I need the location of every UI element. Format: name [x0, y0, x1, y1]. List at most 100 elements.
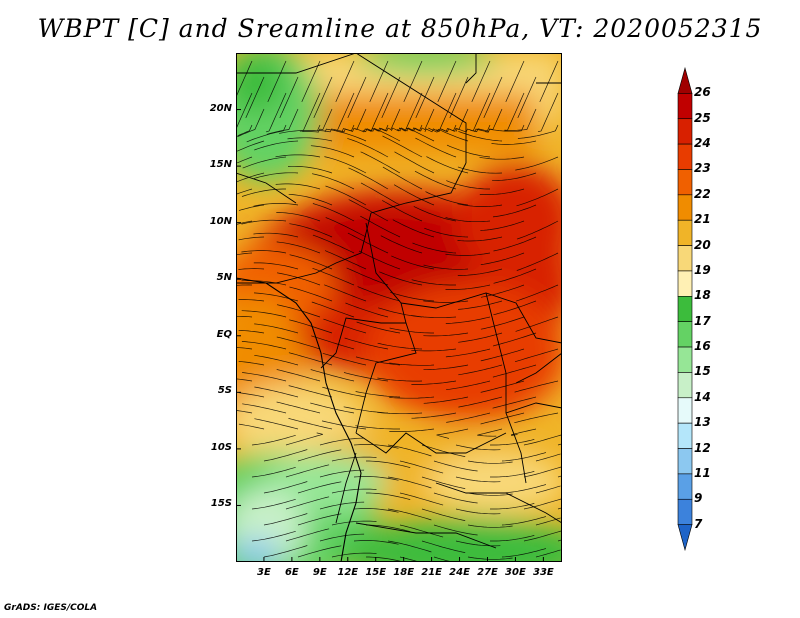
streamline — [411, 315, 457, 319]
colorbar-swatch — [677, 448, 693, 475]
streamline — [412, 242, 457, 254]
streamline — [241, 341, 287, 350]
streamline — [313, 76, 333, 119]
streamline — [413, 206, 457, 222]
streamline — [311, 335, 355, 350]
streamline — [356, 321, 401, 334]
streamline — [421, 540, 466, 553]
streamline — [517, 124, 559, 139]
streamline — [399, 492, 444, 506]
streamline — [458, 300, 503, 310]
streamline — [403, 60, 423, 103]
streamline — [335, 60, 355, 103]
streamline — [331, 488, 377, 494]
streamline — [379, 271, 423, 286]
streamline — [433, 556, 450, 562]
streamline — [415, 76, 435, 119]
streamline — [266, 108, 299, 135]
streamline — [297, 481, 342, 494]
streamline — [445, 252, 491, 256]
streamline — [490, 535, 535, 542]
streamline — [319, 469, 365, 478]
streamline — [355, 356, 401, 366]
streamline — [485, 124, 525, 133]
streamline — [516, 220, 559, 240]
streamline — [288, 385, 333, 398]
streamline — [458, 364, 503, 376]
streamline — [285, 432, 323, 446]
colorbar-swatch — [677, 270, 693, 297]
streamline — [515, 156, 559, 171]
streamline — [387, 508, 432, 521]
streamline — [347, 76, 367, 119]
streamline — [446, 180, 490, 190]
streamline — [251, 434, 296, 446]
streamline — [236, 315, 253, 318]
lat-label: EQ — [216, 328, 232, 340]
lon-label: 21E — [421, 567, 442, 578]
colorbar-level-label: 15 — [694, 364, 711, 379]
map-canvas — [236, 53, 562, 562]
streamline — [415, 137, 457, 158]
streamline — [276, 369, 321, 382]
streamline — [353, 444, 399, 449]
streamline — [345, 302, 389, 318]
streamline — [253, 172, 299, 179]
streamline — [323, 318, 367, 334]
streamline — [237, 124, 253, 137]
streamline — [516, 284, 559, 302]
streamline — [344, 337, 389, 350]
streamline — [425, 191, 469, 206]
streamline — [479, 156, 525, 160]
streamline — [402, 92, 423, 132]
colorbar-swatch — [677, 66, 693, 94]
streamline — [392, 219, 435, 238]
streamline — [399, 460, 444, 474]
lon-label: 12E — [337, 567, 359, 578]
lon-label: 24E — [449, 567, 470, 578]
axis-ticks — [236, 109, 544, 562]
streamline — [514, 412, 559, 424]
streamline — [387, 444, 432, 457]
streamline — [288, 418, 333, 430]
streamline — [253, 262, 299, 270]
streamline — [393, 184, 435, 206]
streamline — [353, 540, 399, 545]
streamline — [242, 403, 287, 414]
streamline — [382, 135, 423, 158]
streamline — [557, 539, 562, 542]
streamline — [263, 513, 308, 526]
streamline — [236, 252, 253, 256]
streamline — [236, 92, 253, 129]
streamline — [241, 310, 287, 318]
streamline — [275, 183, 321, 190]
streamline — [501, 548, 546, 558]
streamline — [310, 402, 355, 414]
streamline — [238, 423, 265, 430]
streamline — [279, 76, 299, 119]
streamline — [423, 300, 469, 303]
longitude-labels: 3E 6E 9E 12E 15E 18E 21E 24E 27E 30E 33E — [0, 567, 800, 581]
streamline — [310, 145, 355, 158]
streamline — [254, 386, 299, 398]
streamline — [411, 412, 457, 419]
colorbar-level-label: 22 — [694, 186, 711, 201]
colorbar-swatch — [677, 372, 693, 399]
streamline — [355, 425, 400, 430]
streamline — [389, 428, 435, 432]
streamline — [285, 528, 330, 542]
streamline — [251, 498, 296, 510]
streamline — [238, 204, 265, 211]
colorbar-swatch — [677, 143, 693, 170]
streamline — [317, 124, 355, 133]
streamline — [421, 444, 466, 457]
streamline — [297, 449, 342, 462]
colorbar-level-label: 16 — [694, 339, 711, 354]
streamline — [505, 60, 525, 103]
colorbar-swatch — [677, 524, 693, 552]
colorbar-level-label: 11 — [694, 465, 711, 480]
streamline — [355, 391, 401, 398]
streamline — [348, 199, 389, 222]
streamline — [446, 380, 491, 391]
streamline — [241, 188, 286, 197]
